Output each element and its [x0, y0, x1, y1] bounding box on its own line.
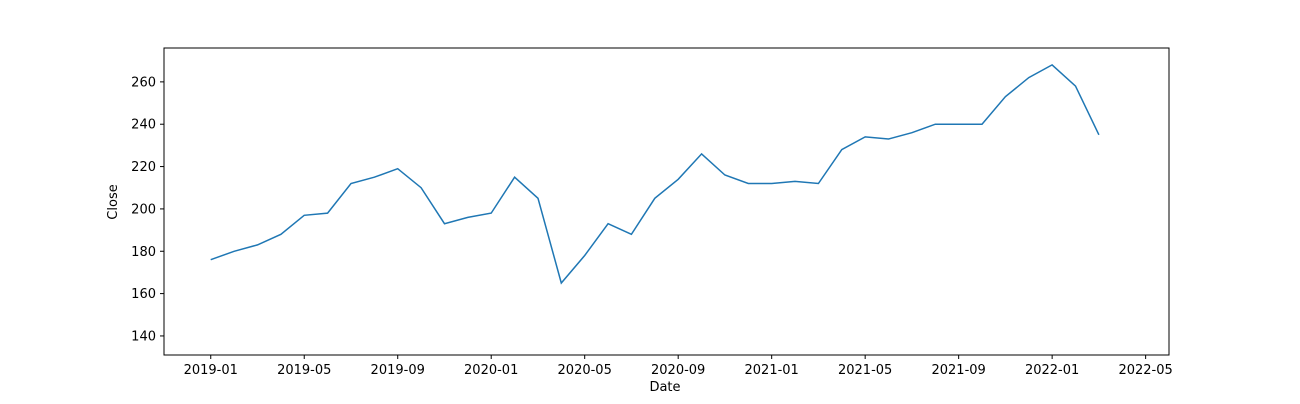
- x-tick-label: 2021-05: [838, 363, 892, 378]
- x-tick-label: 2020-05: [558, 363, 612, 378]
- y-tick-label: 140: [131, 329, 156, 344]
- y-axis-label: Close: [106, 184, 121, 219]
- x-tick-label: 2022-01: [1025, 363, 1079, 378]
- x-tick-label: 2021-01: [745, 363, 799, 378]
- y-tick-label: 240: [131, 118, 156, 133]
- y-tick-label: 180: [131, 245, 156, 260]
- plot-frame: [163, 47, 1170, 356]
- x-axis-label: Date: [649, 380, 680, 395]
- x-tick-label: 2019-05: [277, 363, 331, 378]
- x-tick-label: 2020-01: [464, 363, 518, 378]
- x-tick-label: 2021-09: [931, 363, 985, 378]
- y-tick-label: 200: [131, 202, 156, 217]
- x-tick-label: 2020-09: [651, 363, 705, 378]
- y-tick-label: 220: [131, 160, 156, 175]
- y-tick-label: 160: [131, 287, 156, 302]
- x-tick-label: 2022-05: [1118, 363, 1172, 378]
- x-tick-label: 2019-09: [371, 363, 425, 378]
- x-tick-label: 2019-01: [184, 363, 238, 378]
- line-series: [210, 63, 1100, 285]
- y-tick-label: 260: [131, 75, 156, 90]
